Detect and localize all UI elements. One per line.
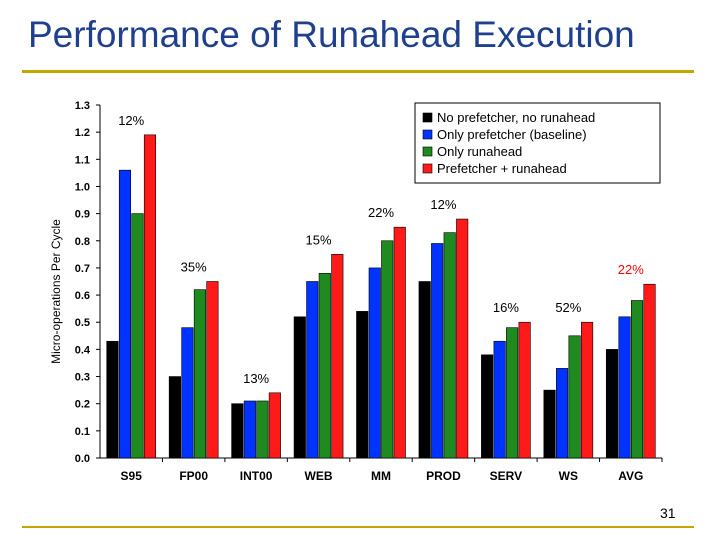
y-tick-label: 0.7 xyxy=(75,263,90,275)
percent-annotation: 22% xyxy=(618,262,644,277)
x-tick-label: WEB xyxy=(305,469,333,483)
bar xyxy=(181,327,194,459)
x-tick-label: S95 xyxy=(121,469,143,483)
bar xyxy=(231,403,244,459)
bar xyxy=(206,281,219,459)
legend-swatch xyxy=(422,146,433,157)
x-tick-label: PROD xyxy=(426,469,461,483)
percent-annotation: 12% xyxy=(430,197,456,212)
bar xyxy=(356,311,369,459)
bottom-rule xyxy=(22,526,694,528)
y-tick-label: 1.3 xyxy=(75,100,90,112)
bar xyxy=(568,335,581,459)
bar xyxy=(630,300,644,459)
legend-box xyxy=(414,102,661,184)
bar xyxy=(381,240,394,459)
percent-annotation: 16% xyxy=(493,300,519,315)
x-tick-label: SERV xyxy=(490,469,522,483)
x-tick-label: AVG xyxy=(618,469,643,483)
page-number: 31 xyxy=(660,505,676,521)
y-tick-label: 0.2 xyxy=(75,399,90,411)
y-tick-label: 0.8 xyxy=(75,236,90,248)
y-tick-label: 0.0 xyxy=(75,453,90,465)
bar xyxy=(368,267,381,459)
x-tick-label: FP00 xyxy=(179,469,208,483)
x-tick-label: MM xyxy=(371,469,391,483)
y-tick-label: 0.3 xyxy=(75,372,90,384)
x-tick-label: INT00 xyxy=(240,469,273,483)
bar xyxy=(481,354,494,459)
chart-axes: 0.0 0.1 0.2 0.3 0.4 0.5 0.6 0.7 0.8 0.9 1.0 1.1 1.2 1… xyxy=(49,100,663,483)
bar xyxy=(143,134,157,459)
bar xyxy=(306,281,319,459)
bar xyxy=(456,218,469,459)
percent-annotation: 15% xyxy=(306,232,332,247)
percent-annotation: 22% xyxy=(368,205,394,220)
bar xyxy=(131,213,144,459)
bar xyxy=(393,226,406,459)
bar xyxy=(543,389,556,459)
slide-title: Performance of Runahead Execution xyxy=(28,14,635,55)
bar xyxy=(118,169,132,459)
y-tick-label: 1.0 xyxy=(75,181,90,193)
percent-annotation: 35% xyxy=(181,260,207,275)
bar xyxy=(243,400,256,459)
legend-label: Prefetcher + runahead xyxy=(437,161,567,176)
bar xyxy=(293,316,306,459)
bar xyxy=(418,281,431,459)
legend-label: No prefetcher, no runahead xyxy=(437,110,595,125)
y-tick-label: 0.5 xyxy=(75,317,90,329)
chart-annotations: 12% 35% 13% 15% 22% 12% 16% 52% 22% xyxy=(118,113,644,386)
bar xyxy=(581,321,594,459)
legend-swatch xyxy=(422,129,433,140)
bar xyxy=(256,400,269,459)
bar xyxy=(168,376,181,459)
bar xyxy=(318,273,331,459)
y-axis-label: Micro-operations Per Cycle xyxy=(49,219,63,364)
bar xyxy=(331,254,344,459)
bar xyxy=(268,392,281,459)
y-tick-label: 0.4 xyxy=(75,344,91,356)
bar xyxy=(506,327,519,459)
bar xyxy=(518,321,531,459)
y-tick-label: 1.2 xyxy=(75,127,90,139)
legend-swatch xyxy=(422,163,433,174)
percent-annotation: 52% xyxy=(555,300,581,315)
percent-annotation: 12% xyxy=(118,113,144,128)
y-tick-label: 1.1 xyxy=(75,154,90,166)
bar xyxy=(431,243,444,459)
bar xyxy=(493,340,506,459)
bar xyxy=(618,316,631,459)
x-tick-label: WS xyxy=(559,469,578,483)
bar xyxy=(193,289,206,459)
y-tick-label: 0.9 xyxy=(75,209,90,221)
chart-bars xyxy=(106,134,656,459)
legend-label: Only runahead xyxy=(437,144,522,159)
legend-label: Only prefetcher (baseline) xyxy=(437,127,587,142)
bar xyxy=(643,283,656,459)
bar xyxy=(443,232,456,459)
y-tick-label: 0.1 xyxy=(75,426,90,438)
y-tick-label: 0.6 xyxy=(75,290,90,302)
chart-legend: No prefetcher, no runahead Only prefetche… xyxy=(414,102,661,184)
percent-annotation: 13% xyxy=(243,371,269,386)
title-rule xyxy=(22,70,694,73)
bar xyxy=(605,349,619,459)
legend-swatch xyxy=(422,112,433,123)
bar xyxy=(556,368,569,459)
bar xyxy=(106,340,119,459)
